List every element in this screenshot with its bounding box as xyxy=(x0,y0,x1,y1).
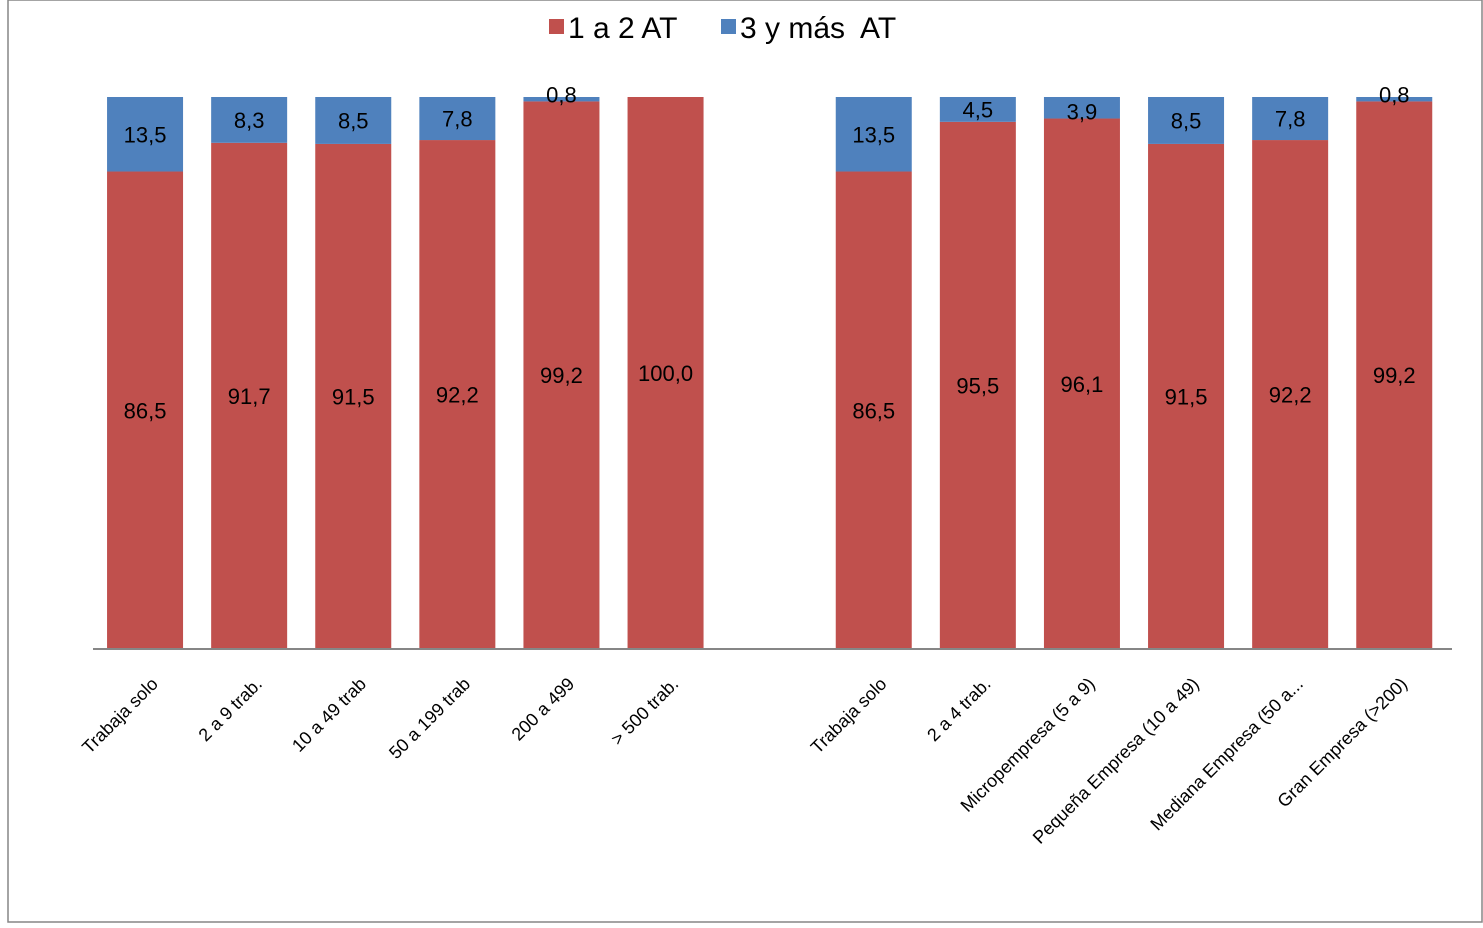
bar-segment-1a2at-8 xyxy=(835,171,912,649)
bar-segment-3ymasat-11 xyxy=(1148,97,1225,144)
data-label-3ymasat-12: 7,8 xyxy=(1275,107,1306,132)
bar-segment-1a2at-5 xyxy=(523,101,600,649)
bar-segment-3ymasat-8 xyxy=(835,97,912,172)
bar-segment-1a2at-6 xyxy=(627,97,704,649)
data-label-3ymasat-9: 4,5 xyxy=(963,97,994,122)
bar-segment-1a2at-13 xyxy=(1356,101,1433,649)
bar-segment-1a2at-1 xyxy=(107,171,184,649)
data-label-1a2at-12: 92,2 xyxy=(1269,383,1312,408)
data-label-1a2at-11: 91,5 xyxy=(1165,384,1208,409)
bar-segment-3ymasat-13 xyxy=(1356,97,1433,102)
data-label-3ymasat-1: 13,5 xyxy=(124,122,167,147)
bar-segment-1a2at-4 xyxy=(419,140,496,649)
data-label-1a2at-2: 91,7 xyxy=(228,384,271,409)
x-tick-label-4-50-a-199-trab: 50 a 199 trab xyxy=(385,674,474,763)
data-label-3ymasat-11: 8,5 xyxy=(1171,108,1202,133)
x-tick-label-6-500-trab: > 500 trab. xyxy=(607,674,682,749)
legend-label-series-2: 3 y más AT xyxy=(740,12,896,45)
data-label-1a2at-10: 96,1 xyxy=(1061,372,1104,397)
bar-segment-3ymasat-4 xyxy=(419,97,496,141)
bar-segment-3ymasat-3 xyxy=(315,97,392,144)
legend-swatch-series-1 xyxy=(549,19,564,34)
x-tick-labels-group: Trabaja solo 2 a 9 trab. 10 a 49 trab 50 a … xyxy=(78,674,1411,848)
data-label-3ymasat-5: 0,8 xyxy=(546,82,577,107)
data-label-3ymasat-13: 0,8 xyxy=(1379,82,1410,107)
bar-segment-1a2at-9 xyxy=(939,121,1016,650)
data-label-3ymasat-8: 13,5 xyxy=(852,122,895,147)
bar-segment-3ymasat-5 xyxy=(523,97,600,102)
bars-group xyxy=(107,97,1433,650)
x-tick-label-1-trabaja-solo: Trabaja solo xyxy=(78,674,162,758)
data-label-1a2at-8: 86,5 xyxy=(852,398,895,423)
bar-segment-1a2at-2 xyxy=(211,142,288,650)
bar-segment-3ymasat-10 xyxy=(1043,97,1120,119)
x-tick-label-11-pequena-empresa-10-a-49: Pequeña Empresa (10 a 49) xyxy=(1029,674,1203,848)
bar-segment-1a2at-11 xyxy=(1148,143,1225,650)
x-tick-label-2-2-a-9-trab: 2 a 9 trab. xyxy=(195,674,266,745)
bar-segment-1a2at-12 xyxy=(1252,140,1329,649)
bar-segment-3ymasat-1 xyxy=(107,97,184,172)
data-labels-group: 13,5 86,5 8,3 91,7 8,5 91,5 7,8 92,2 0,8 99,2 100,… xyxy=(124,82,1416,423)
legend: 1 a 2 AT 3 y más AT xyxy=(549,12,896,45)
data-label-1a2at-6: 100,0 xyxy=(638,361,693,386)
chart-border xyxy=(7,0,1483,923)
data-label-1a2at-4: 92,2 xyxy=(436,383,479,408)
data-label-1a2at-5: 99,2 xyxy=(540,363,583,388)
x-tick-label-8-trabaja-solo: Trabaja solo xyxy=(807,674,891,758)
data-label-3ymasat-10: 3,9 xyxy=(1067,100,1098,125)
data-label-3ymasat-3: 8,5 xyxy=(338,108,369,133)
data-label-3ymasat-4: 7,8 xyxy=(442,107,473,132)
x-tick-label-5-200-a-499: 200 a 499 xyxy=(508,674,579,745)
bar-segment-1a2at-3 xyxy=(315,143,392,650)
legend-label-series-1: 1 a 2 AT xyxy=(568,12,678,45)
x-tick-label-3-10-a-49-trab: 10 a 49 trab xyxy=(288,674,370,756)
data-label-1a2at-3: 91,5 xyxy=(332,384,375,409)
x-tick-label-9-2-a-4-trab: 2 a 4 trab. xyxy=(923,674,994,745)
data-label-1a2at-9: 95,5 xyxy=(956,373,999,398)
data-label-1a2at-13: 99,2 xyxy=(1373,363,1416,388)
data-label-1a2at-1: 86,5 xyxy=(124,398,167,423)
bar-segment-3ymasat-12 xyxy=(1252,97,1329,141)
bar-segment-1a2at-10 xyxy=(1043,118,1120,649)
bar-segment-3ymasat-9 xyxy=(939,97,1016,122)
data-label-3ymasat-2: 8,3 xyxy=(234,108,265,133)
bar-segment-3ymasat-2 xyxy=(211,97,288,143)
legend-swatch-series-2 xyxy=(721,19,736,34)
